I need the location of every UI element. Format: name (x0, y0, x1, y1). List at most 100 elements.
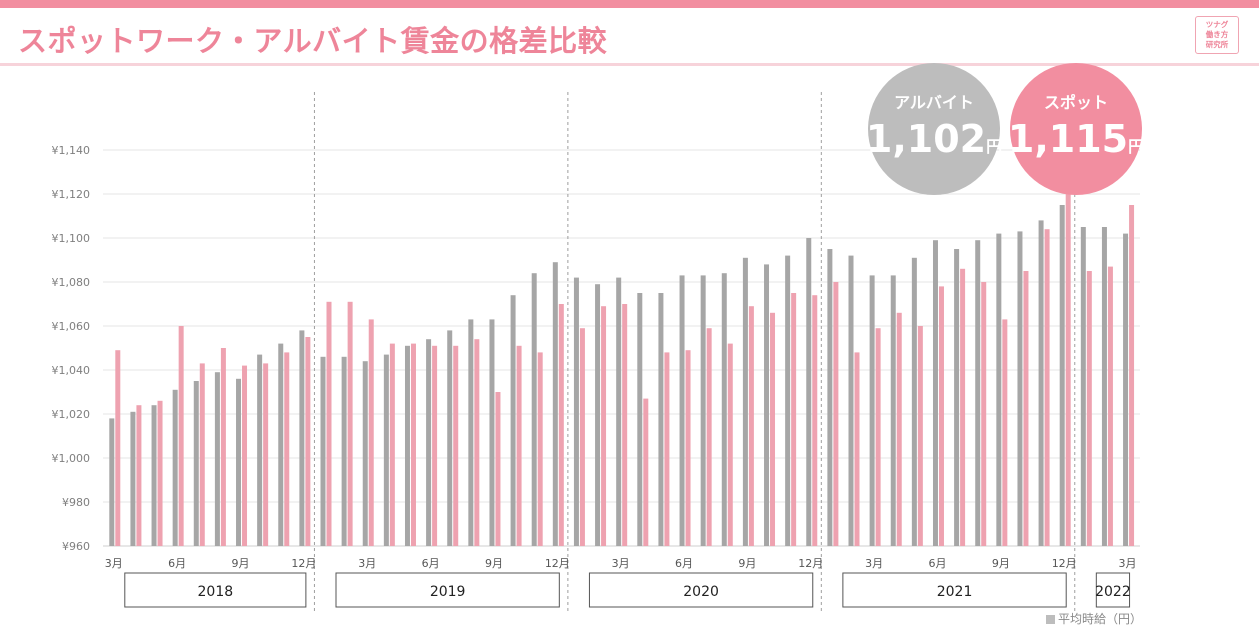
bar-arubaito (447, 330, 453, 546)
bar-spot (727, 343, 733, 546)
x-month-label: 3月 (612, 557, 630, 570)
year-label: 2022 (1095, 584, 1131, 600)
bar-spot (1107, 266, 1113, 546)
x-month-label: 9月 (485, 557, 503, 570)
arubaito-callout-unit: 円 (986, 137, 1002, 156)
bar-spot (474, 339, 480, 546)
bar-arubaito (890, 275, 896, 546)
year-label: 2021 (937, 584, 973, 600)
x-month-label: 12月 (291, 557, 316, 570)
bar-arubaito (278, 343, 284, 546)
y-tick-label: ¥1,140 (52, 144, 91, 157)
year-box (124, 572, 307, 608)
bar-arubaito (510, 295, 516, 546)
bar-spot (854, 352, 860, 546)
year-label: 2020 (683, 584, 719, 600)
x-month-label: 12月 (545, 557, 570, 570)
bar-arubaito (911, 257, 917, 546)
bar-arubaito (151, 405, 157, 546)
title-underline (0, 63, 1259, 66)
bar-arubaito (869, 275, 875, 546)
x-month-label: 6月 (168, 557, 186, 570)
spot-callout-label: スポット (1044, 93, 1108, 112)
bar-arubaito (172, 389, 178, 546)
bar-spot (875, 328, 881, 546)
arubaito-callout-value-group: 1,102円 (866, 117, 1002, 161)
x-month-label: 6月 (928, 557, 946, 570)
bar-spot (558, 304, 564, 546)
bar-arubaito (721, 273, 727, 546)
x-month-label: 9月 (738, 557, 756, 570)
brand-logo: ツナグ 働き方 研究所 (1195, 16, 1239, 54)
arubaito-callout-value: 1,102 (866, 117, 986, 161)
bar-spot (748, 306, 754, 546)
year-box (335, 572, 560, 608)
bar-arubaito (616, 277, 622, 546)
bar-arubaito (1123, 233, 1129, 546)
bar-spot (643, 398, 649, 546)
year-box (842, 572, 1067, 608)
x-month-label: 12月 (1052, 557, 1077, 570)
year-box (1095, 572, 1131, 608)
bar-spot (579, 328, 585, 546)
bar-arubaito (806, 238, 812, 546)
y-tick-label: ¥1,000 (52, 452, 91, 465)
bar-spot (136, 405, 142, 546)
bar-arubaito (257, 354, 263, 546)
logo-line: 働き方 (1205, 30, 1229, 39)
bar-arubaito (975, 240, 981, 546)
bar-arubaito (109, 418, 115, 546)
x-month-label: 3月 (865, 557, 883, 570)
bar-arubaito (468, 319, 474, 546)
bar-arubaito (742, 257, 748, 546)
bar-arubaito (1080, 227, 1086, 546)
bar-arubaito (785, 255, 791, 546)
bar-arubaito (426, 339, 432, 546)
bar-arubaito (236, 378, 242, 546)
bar-spot (770, 312, 776, 546)
bar-arubaito (1017, 231, 1023, 546)
bar-arubaito (404, 345, 410, 546)
bar-arubaito (383, 354, 389, 546)
y-tick-label: ¥1,020 (52, 408, 91, 421)
bar-spot (1086, 271, 1092, 546)
spot-callout-value: 1,115 (1008, 117, 1128, 161)
y-tick-label: ¥1,120 (52, 188, 91, 201)
bar-arubaito (489, 319, 495, 546)
bar-spot (896, 312, 902, 546)
bar-arubaito (679, 275, 685, 546)
bar-arubaito (996, 233, 1002, 546)
bar-spot (537, 352, 543, 546)
bar-arubaito (848, 255, 854, 546)
bar-arubaito (341, 356, 347, 546)
bar-spot (1065, 194, 1071, 546)
bar-arubaito (214, 372, 220, 546)
y-tick-label: ¥1,060 (52, 320, 91, 333)
bar-arubaito (700, 275, 706, 546)
top-accent-bar (0, 0, 1259, 8)
bar-arubaito (1038, 220, 1044, 546)
bar-spot (199, 363, 205, 546)
bar-spot (791, 293, 797, 546)
bar-spot (938, 286, 944, 546)
x-month-label: 9月 (992, 557, 1010, 570)
bar-spot (812, 295, 818, 546)
bar-spot (664, 352, 670, 546)
spot-callout-value-group: 1,115円 (1008, 117, 1144, 161)
bar-spot (263, 363, 269, 546)
logo-line: ツナグ (1205, 20, 1229, 29)
bar-spot (706, 328, 712, 546)
bar-spot (685, 350, 691, 546)
y-tick-label: ¥1,040 (52, 364, 91, 377)
bar-arubaito (130, 411, 136, 546)
bar-spot (242, 365, 248, 546)
x-month-label: 6月 (675, 557, 693, 570)
bar-spot (960, 268, 966, 546)
chart-legend: 平均時給（円） (1046, 610, 1142, 627)
bar-spot (368, 319, 374, 546)
y-tick-label: ¥1,080 (52, 276, 91, 289)
x-month-label: 6月 (422, 557, 440, 570)
arubaito-callout-bubble (868, 63, 1000, 195)
legend-label: 平均時給（円） (1058, 612, 1143, 626)
bar-arubaito (531, 273, 537, 546)
